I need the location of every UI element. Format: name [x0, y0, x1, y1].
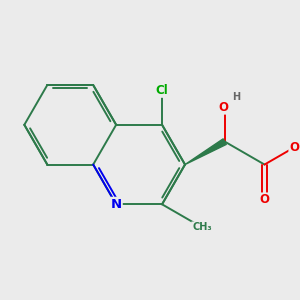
Text: H: H	[232, 92, 240, 102]
Text: Cl: Cl	[156, 84, 168, 97]
Polygon shape	[185, 139, 226, 165]
Text: CH₃: CH₃	[192, 222, 212, 232]
Text: O: O	[289, 141, 299, 154]
Text: O: O	[260, 194, 269, 206]
Text: N: N	[111, 198, 122, 211]
Text: O: O	[219, 101, 229, 114]
